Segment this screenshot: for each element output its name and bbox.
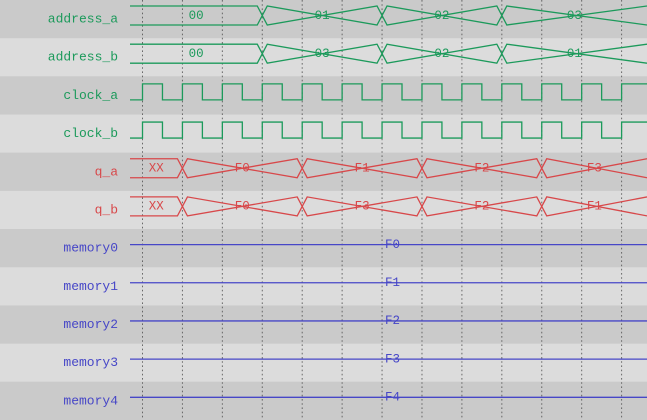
svg-text:F2: F2 xyxy=(474,162,489,176)
svg-text:F0: F0 xyxy=(385,238,400,252)
svg-text:00: 00 xyxy=(189,9,204,23)
svg-text:clock_a: clock_a xyxy=(63,88,118,103)
svg-text:01: 01 xyxy=(567,47,582,61)
svg-text:memory4: memory4 xyxy=(63,393,118,408)
svg-text:q_a: q_a xyxy=(95,164,119,179)
svg-text:00: 00 xyxy=(189,47,204,61)
svg-text:F3: F3 xyxy=(587,162,602,176)
svg-text:XX: XX xyxy=(149,200,165,214)
svg-text:F2: F2 xyxy=(385,314,400,328)
svg-text:memory3: memory3 xyxy=(63,355,118,370)
svg-text:F0: F0 xyxy=(235,200,250,214)
svg-text:F0: F0 xyxy=(235,162,250,176)
svg-text:memory0: memory0 xyxy=(63,241,118,256)
svg-text:F3: F3 xyxy=(385,352,400,366)
svg-text:F1: F1 xyxy=(385,276,400,290)
svg-text:XX: XX xyxy=(149,162,165,176)
svg-text:F1: F1 xyxy=(355,162,370,176)
svg-text:memory1: memory1 xyxy=(63,279,118,294)
svg-text:F4: F4 xyxy=(385,391,400,405)
svg-text:F2: F2 xyxy=(474,200,489,214)
svg-text:q_b: q_b xyxy=(95,202,118,217)
svg-text:F1: F1 xyxy=(587,200,602,214)
svg-text:03: 03 xyxy=(567,9,582,23)
svg-text:address_b: address_b xyxy=(48,50,118,65)
svg-text:02: 02 xyxy=(434,9,449,23)
svg-text:memory2: memory2 xyxy=(63,317,118,332)
svg-text:address_a: address_a xyxy=(48,12,118,27)
svg-text:02: 02 xyxy=(434,47,449,61)
svg-text:F3: F3 xyxy=(355,200,370,214)
svg-text:03: 03 xyxy=(315,47,330,61)
svg-text:clock_b: clock_b xyxy=(63,126,118,141)
svg-text:01: 01 xyxy=(315,9,330,23)
